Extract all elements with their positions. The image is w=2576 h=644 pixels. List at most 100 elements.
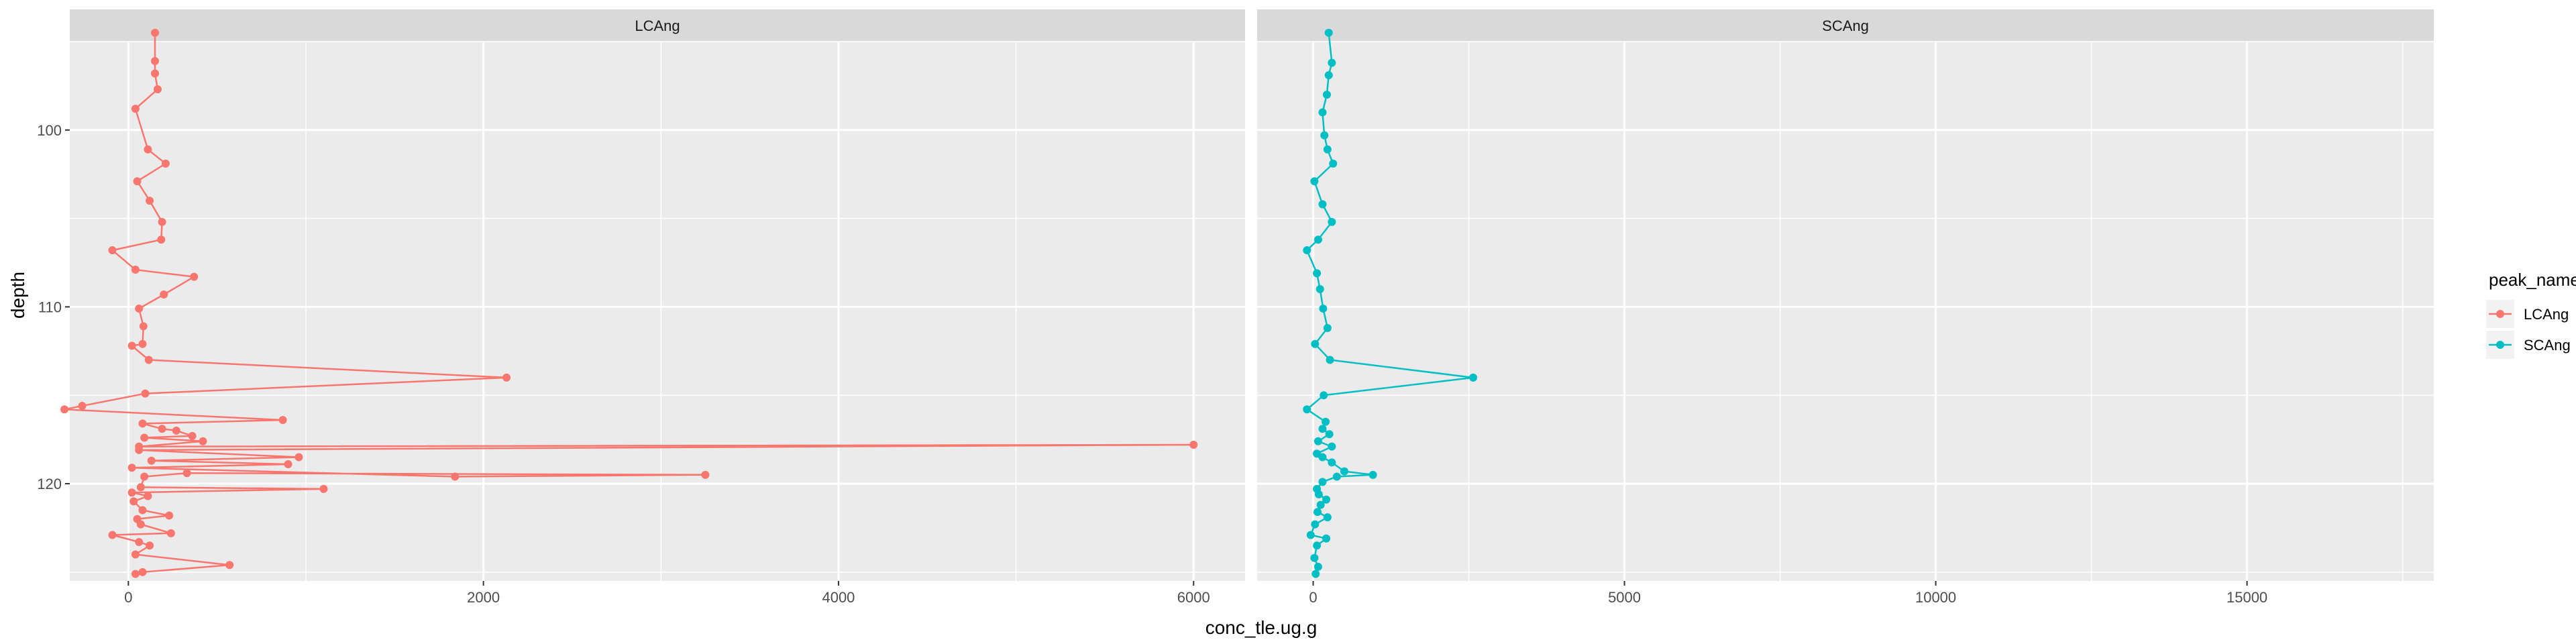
data-point — [144, 492, 152, 500]
data-point — [1310, 553, 1319, 562]
legend-label: LCAng — [2524, 306, 2569, 323]
data-point — [127, 488, 136, 497]
panel-lcang: LCAng 0 2000 4000 6000 — [60, 9, 1245, 606]
data-point — [1313, 562, 1322, 571]
data-point — [108, 246, 117, 255]
data-point — [1303, 246, 1311, 255]
data-point — [1328, 442, 1336, 451]
data-point — [1318, 425, 1327, 433]
data-point — [138, 339, 147, 348]
data-point — [1316, 285, 1324, 294]
data-point — [1328, 458, 1336, 467]
data-point — [1320, 131, 1329, 140]
y-axis: 100 110 120 — [37, 122, 70, 492]
data-point — [131, 570, 140, 578]
data-point — [294, 453, 303, 462]
data-point — [319, 484, 328, 493]
data-point — [1322, 534, 1331, 543]
data-point — [131, 105, 140, 113]
data-point — [165, 511, 174, 520]
x-tick-label: 15000 — [2226, 589, 2267, 606]
y-tick-label: 120 — [37, 476, 62, 492]
data-point — [1318, 478, 1327, 486]
panel-scang: SCAng 0 5000 10000 15000 — [1257, 9, 2434, 606]
y-tick-label: 110 — [38, 299, 62, 315]
data-point — [138, 568, 147, 576]
y-axis-title: depth — [7, 272, 28, 319]
data-point — [147, 456, 156, 465]
data-point — [157, 235, 166, 244]
data-point — [1326, 356, 1334, 364]
data-point — [1313, 508, 1322, 517]
data-point — [146, 197, 154, 205]
data-point — [138, 506, 147, 515]
x-axis-title: conc_tle.ug.g — [1205, 617, 1318, 638]
x-tick-label: 5000 — [1608, 589, 1641, 606]
panel-background — [70, 42, 1245, 581]
data-point — [154, 85, 162, 94]
data-point — [131, 550, 140, 559]
x-tick-label: 0 — [1309, 589, 1317, 606]
data-point — [133, 177, 142, 186]
data-point — [1328, 217, 1336, 226]
data-point — [188, 431, 197, 440]
data-point — [1316, 500, 1325, 509]
data-point — [1313, 269, 1322, 278]
y-tick-label: 100 — [37, 122, 62, 139]
facet-strip — [70, 9, 1245, 42]
data-point — [1319, 305, 1328, 313]
data-point — [138, 419, 147, 428]
data-point — [144, 356, 153, 364]
data-point — [151, 28, 160, 37]
data-point — [160, 290, 168, 299]
data-point — [1311, 520, 1320, 529]
data-point — [1303, 405, 1311, 414]
facet-strip-label: LCAng — [635, 17, 680, 34]
data-point — [1332, 472, 1341, 481]
data-point — [144, 145, 152, 154]
data-point — [161, 159, 170, 168]
facet-strip-label: SCAng — [1822, 17, 1869, 34]
data-point — [199, 437, 207, 445]
data-point — [284, 460, 292, 469]
data-point — [1328, 58, 1336, 67]
data-point — [225, 561, 234, 570]
panel-background — [1257, 42, 2434, 581]
data-point — [140, 472, 149, 481]
x-tick-label: 6000 — [1177, 589, 1210, 606]
data-point — [1469, 373, 1478, 382]
data-point — [1313, 437, 1322, 445]
data-point — [136, 483, 145, 492]
data-point — [1322, 495, 1331, 504]
data-point — [1318, 200, 1327, 209]
data-point — [1324, 28, 1333, 37]
facet-strip — [1257, 9, 2434, 42]
data-point — [158, 217, 166, 226]
data-point — [1311, 339, 1320, 348]
data-point — [1311, 570, 1320, 578]
x-tick-label: 4000 — [822, 589, 855, 606]
data-point — [1189, 441, 1198, 449]
data-point — [502, 373, 511, 382]
data-point — [451, 472, 460, 481]
x-tick-label: 2000 — [467, 589, 500, 606]
data-point — [1323, 145, 1332, 154]
data-point — [1324, 71, 1333, 80]
data-point — [141, 389, 150, 398]
legend-label: SCAng — [2524, 337, 2571, 354]
data-point — [1313, 541, 1322, 550]
legend-key-point — [2496, 310, 2504, 318]
data-point — [701, 470, 710, 479]
data-point — [127, 464, 136, 472]
data-point — [129, 497, 138, 506]
data-point — [278, 416, 287, 425]
data-point — [1325, 430, 1334, 439]
data-point — [182, 469, 191, 478]
data-point — [172, 426, 180, 435]
data-point — [139, 322, 148, 331]
data-point — [1314, 490, 1323, 498]
legend: peak_name LCAng SCAng — [2486, 270, 2576, 359]
data-point — [135, 538, 144, 547]
data-point — [151, 69, 160, 78]
data-point — [158, 425, 166, 433]
